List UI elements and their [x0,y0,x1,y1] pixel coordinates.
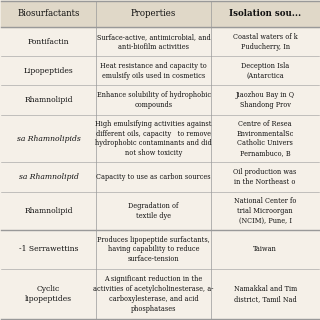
Text: Coastal waters of k
Puducherry, In: Coastal waters of k Puducherry, In [233,33,298,51]
Text: Surface-active, antimicrobial, and
anti-biofilm activities: Surface-active, antimicrobial, and anti-… [97,33,211,51]
Text: Lipopeptides: Lipopeptides [24,67,73,75]
Bar [1,1,319,27]
Text: Properties: Properties [131,9,176,18]
Text: Taiwan: Taiwan [253,245,277,253]
Text: Isolation sou...: Isolation sou... [229,9,301,18]
Text: Heat resistance and capacity to
emulsify oils used in cosmetics: Heat resistance and capacity to emulsify… [100,62,207,80]
Text: Namakkal and Tim
district, Tamil Nad: Namakkal and Tim district, Tamil Nad [234,285,297,303]
Text: High emulsifying activities against
different oils, capacity   to remove
hydroph: High emulsifying activities against diff… [95,120,212,157]
Text: Pontifactin: Pontifactin [28,38,69,46]
Text: Cyclic
lipopeptides: Cyclic lipopeptides [25,285,72,303]
Text: Biosurfactants: Biosurfactants [17,9,80,18]
Text: Produces lipopeptide surfactants,
having capability to reduce
surface-tension: Produces lipopeptide surfactants, having… [97,236,210,263]
Text: A significant reduction in the
activities of acetylcholinesterase, a-
carboxyles: A significant reduction in the activitie… [93,275,214,313]
Text: Capacity to use as carbon sources: Capacity to use as carbon sources [96,173,211,181]
Text: Enhance solubility of hydrophobic
compounds: Enhance solubility of hydrophobic compou… [97,91,211,109]
Text: Rhamnolipid: Rhamnolipid [24,207,73,215]
Text: Centre of Resea
EnvironmentalSc
Catholic Univers
Pernambuco, B: Centre of Resea EnvironmentalSc Catholic… [236,120,294,157]
Text: sa Rhamnolipids: sa Rhamnolipids [17,134,80,142]
Text: Oil production was
in the Northeast o: Oil production was in the Northeast o [234,168,297,186]
Text: sa Rhamnolipid: sa Rhamnolipid [19,173,78,181]
Text: Degradation of
textile dye: Degradation of textile dye [128,202,179,220]
Text: Jiaozhou Bay in Q
Shandong Prov: Jiaozhou Bay in Q Shandong Prov [236,91,295,109]
Text: National Center fo
trial Microorgan
(NCIM), Pune, I: National Center fo trial Microorgan (NCI… [234,197,296,225]
Text: -1 Serrawettins: -1 Serrawettins [19,245,78,253]
Text: Rhamnolipid: Rhamnolipid [24,96,73,104]
Text: Deception Isla
(Antarctica: Deception Isla (Antarctica [241,62,289,80]
